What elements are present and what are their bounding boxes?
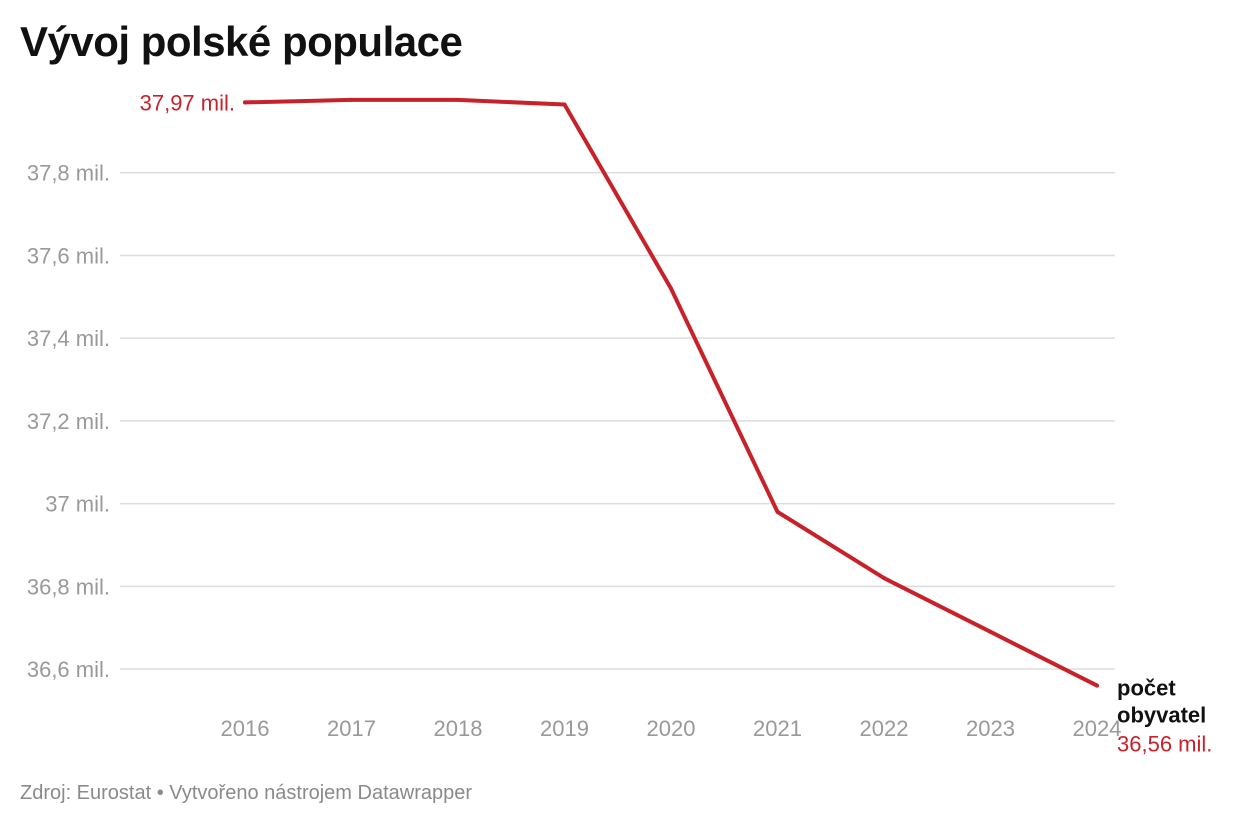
source-note: Zdroj: Eurostat • Vytvořeno nástrojem Da… (20, 782, 473, 804)
data-point (775, 509, 780, 514)
x-tick-label: 2016 (221, 716, 270, 741)
data-point (562, 102, 567, 107)
data-point (988, 629, 993, 634)
x-tick-label: 2023 (966, 716, 1015, 741)
x-tick-label: 2020 (647, 716, 696, 741)
y-tick-label: 37,4 mil. (27, 326, 110, 351)
annotations: 37,97 mil. počet obyvatel 36,56 mil. (140, 90, 1213, 756)
x-tick-label: 2022 (860, 716, 909, 741)
x-tick-label: 2017 (327, 716, 376, 741)
x-tick-label: 2018 (434, 716, 483, 741)
y-tick-label: 36,6 mil. (27, 657, 110, 682)
grid-lines (120, 171, 1115, 670)
data-point (456, 97, 460, 102)
y-tick-label: 37,6 mil. (27, 243, 110, 268)
series-label-line-2: obyvatel (1117, 703, 1206, 728)
data-point (669, 286, 673, 291)
series-line (243, 97, 1099, 688)
x-axis-ticks: 2016 2017 2018 2019 2020 2021 2022 2023 2024 (221, 716, 1122, 741)
start-value-label: 37,97 mil. (140, 90, 235, 115)
series-group (243, 97, 1099, 688)
y-tick-label: 37,2 mil. (27, 409, 110, 434)
data-point (243, 100, 247, 105)
y-axis-ticks: 36,6 mil. 36,8 mil. 37 mil. 37,2 mil. 37,4 m… (27, 161, 110, 682)
x-tick-label: 2019 (540, 716, 589, 741)
y-tick-label: 37 mil. (45, 492, 110, 517)
data-point (882, 576, 886, 581)
end-value-label: 36,56 mil. (1117, 732, 1212, 757)
x-tick-label: 2021 (753, 716, 802, 741)
data-point (349, 97, 354, 102)
y-tick-label: 36,8 mil. (27, 574, 110, 599)
data-point (1095, 683, 1099, 688)
chart-title: Vývoj polské populace (20, 18, 463, 65)
series-label-line-1: počet (1117, 676, 1176, 701)
x-tick-label: 2024 (1073, 716, 1122, 741)
y-tick-label: 37,8 mil. (27, 161, 110, 186)
